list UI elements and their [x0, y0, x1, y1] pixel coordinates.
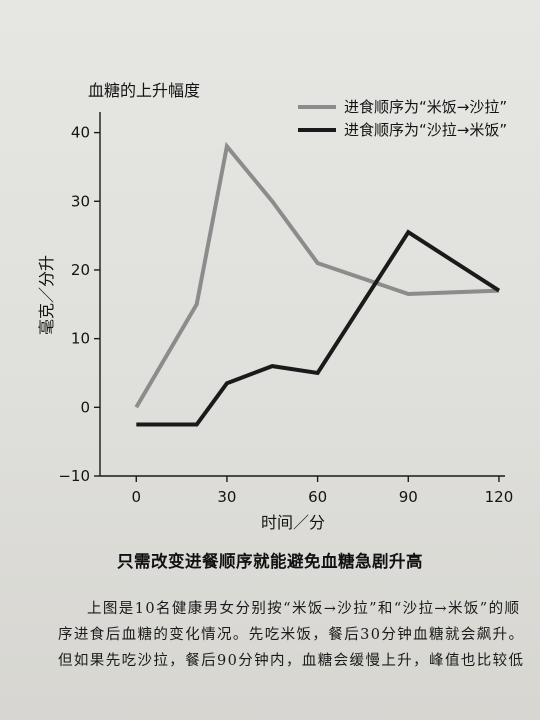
- figure-description: 上图是10名健康男女分别按“米饭→沙拉”和“沙拉→米饭”的顺序进食后血糖的变化情…: [58, 601, 525, 669]
- y-tick-label: 40: [71, 124, 90, 142]
- x-ticks: 0 30 60 90 120: [131, 476, 513, 506]
- figure-caption: 只需改变进餐顺序就能避免血糖急剧升高: [117, 552, 423, 571]
- y-tick-label: 20: [71, 261, 90, 279]
- x-tick-label: 0: [131, 488, 141, 506]
- y-tick-label: 30: [71, 192, 90, 210]
- y-tick-label: 10: [71, 330, 90, 348]
- x-tick-label: 120: [485, 488, 514, 506]
- legend-label-salad-first: 进食顺序为“沙拉→米饭”: [344, 121, 507, 139]
- legend-label-rice-first: 进食顺序为“米饭→沙拉”: [344, 98, 507, 116]
- chart-axes: [99, 112, 505, 477]
- x-tick-label: 90: [399, 488, 418, 506]
- x-tick-label: 60: [308, 488, 327, 506]
- series-line-salad-first: [136, 229, 501, 427]
- blood-sugar-line-chart: 血糖的上升幅度 40 30 20 10 0 −10 0 30 60 90 120 毫克／分升 时间…: [37, 81, 513, 532]
- series-lines: [134, 141, 501, 427]
- y-axis-top-label: 血糖的上升幅度: [88, 81, 200, 100]
- x-axis-label: 时间／分: [261, 513, 325, 532]
- y-axis-label: 毫克／分升: [37, 255, 56, 335]
- y-ticks: 40 30 20 10 0 −10: [58, 124, 100, 485]
- x-tick-label: 30: [217, 488, 236, 506]
- y-tick-label: 0: [80, 398, 90, 416]
- y-tick-label: −10: [58, 467, 90, 485]
- series-line-rice-first: [134, 141, 500, 409]
- chart-legend: 进食顺序为“米饭→沙拉” 进食顺序为“沙拉→米饭”: [298, 98, 507, 139]
